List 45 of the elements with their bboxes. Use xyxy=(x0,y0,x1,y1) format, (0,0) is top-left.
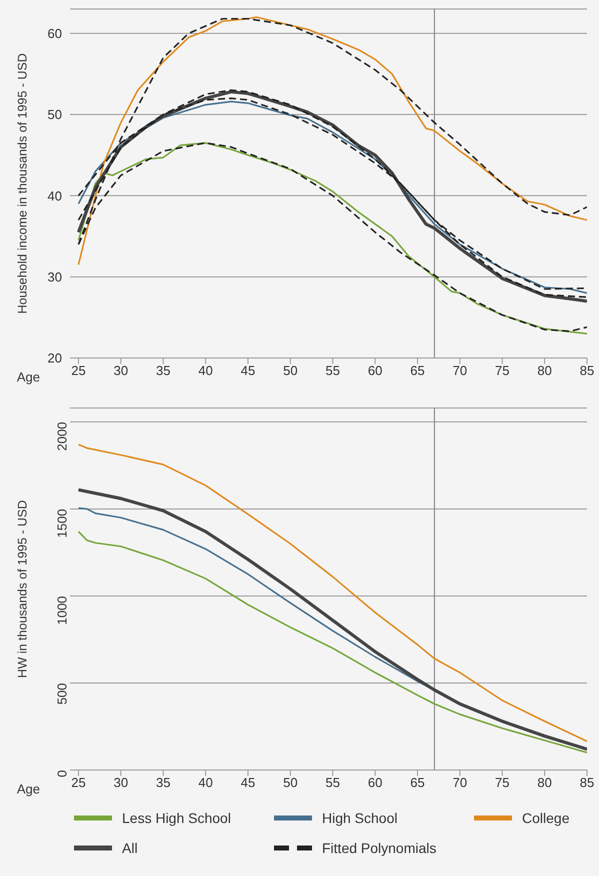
legend-label: Less High School xyxy=(122,810,231,826)
x-tick-label: 55 xyxy=(326,775,340,790)
x-tick-label: 25 xyxy=(71,363,86,378)
y-tick-label: 60 xyxy=(48,26,62,41)
y-tick-label: 30 xyxy=(48,269,62,284)
text: Fitted Polynomials xyxy=(322,840,436,856)
x-tick-label: 85 xyxy=(580,775,594,790)
x-axis-title: Age xyxy=(16,370,40,385)
x-tick-label: 80 xyxy=(537,363,552,378)
y-tick-label: 1500 xyxy=(54,508,70,538)
x-tick-label: 40 xyxy=(198,775,213,790)
y-tick-label: 1000 xyxy=(54,596,70,625)
x-tick-label: 80 xyxy=(537,775,552,790)
x-tick-label: 30 xyxy=(114,775,128,790)
y-tick-label: 20 xyxy=(48,350,62,366)
legend-label: High School xyxy=(322,810,398,826)
x-tick-label: 40 xyxy=(198,363,213,378)
x-tick-label: 35 xyxy=(156,775,170,790)
y-tick-label: 40 xyxy=(48,188,62,204)
x-tick-label: 65 xyxy=(410,775,425,790)
y-tick-label: 50 xyxy=(48,107,62,122)
x-tick-label: 75 xyxy=(495,363,510,378)
x-tick-label: 65 xyxy=(410,363,425,378)
x-tick-label: 25 xyxy=(71,775,86,790)
x-tick-label: 45 xyxy=(240,775,256,790)
x-tick-label: 35 xyxy=(156,363,170,378)
x-tick-label: 60 xyxy=(368,775,382,790)
x-tick-label: 70 xyxy=(452,363,468,378)
x-tick-label: 50 xyxy=(283,363,298,378)
x-tick-label: 55 xyxy=(326,363,340,378)
x-tick-label: 85 xyxy=(580,363,594,378)
x-tick-label: 70 xyxy=(452,775,468,790)
x-tick-label: 45 xyxy=(240,363,256,378)
x-axis-title: Age xyxy=(16,782,40,797)
x-tick-label: 50 xyxy=(283,775,298,790)
y-tick-label: 500 xyxy=(54,682,70,705)
y-axis-title: HW in thousands of 1995 - USD xyxy=(15,500,30,678)
x-tick-label: 60 xyxy=(368,363,382,378)
y-tick-label: 0 xyxy=(54,770,70,778)
y-tick-label: 2000 xyxy=(54,422,70,451)
x-tick-label: 75 xyxy=(495,775,510,790)
legend-label: College xyxy=(522,810,570,826)
x-tick-label: 30 xyxy=(114,363,128,378)
legend-label: All xyxy=(122,840,138,856)
y-axis-title: Household income in thousands of 1995 - USD xyxy=(15,53,30,314)
